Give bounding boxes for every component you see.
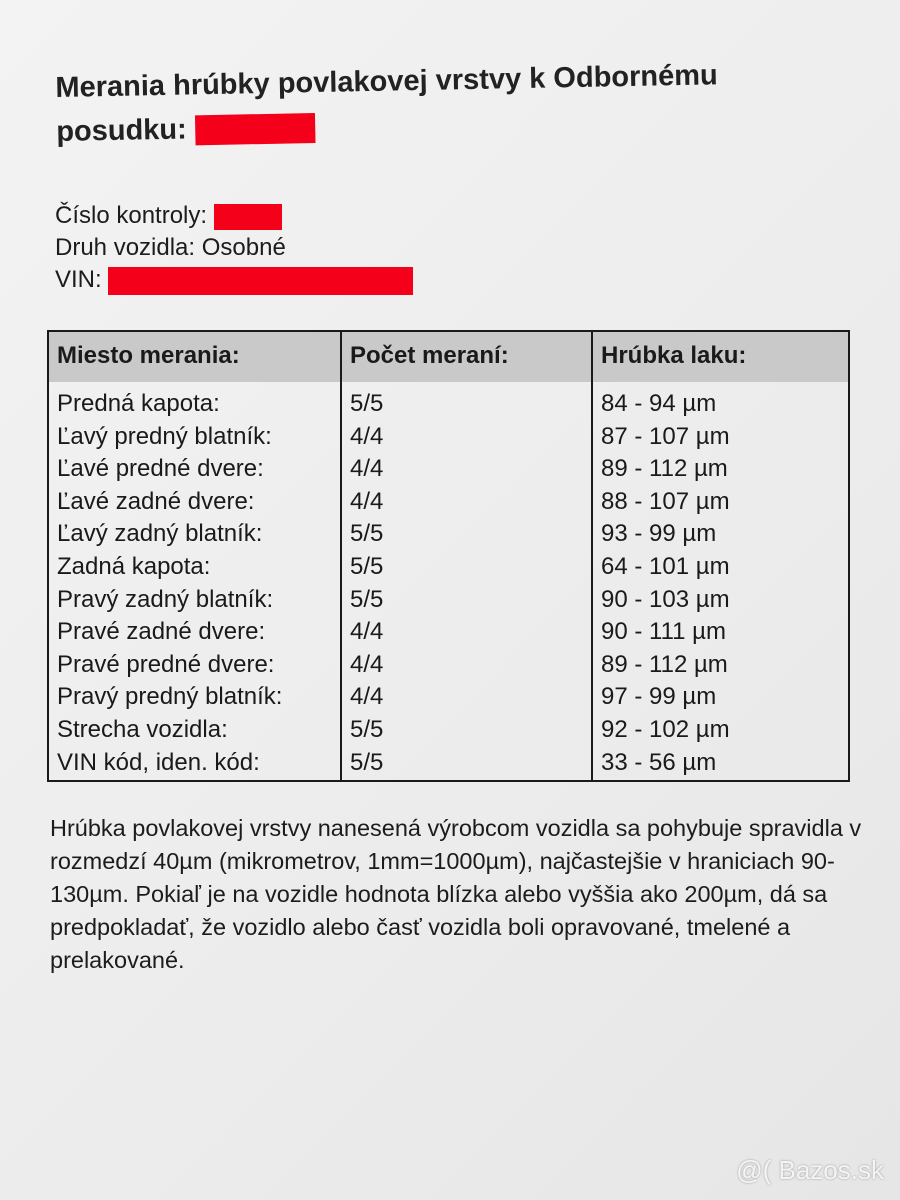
table-row: Zadná kapota: 5/5 64 - 101 µm [48, 550, 850, 584]
count-cell: 4/4 [341, 681, 593, 714]
thickness-cell: 90 - 111 µm [592, 616, 850, 649]
column-header: Hrúbka laku: [592, 331, 850, 382]
table-row: Ľavý predný blatník: 4/4 87 - 107 µm [48, 420, 850, 454]
table-row: Predná kapota: 5/5 84 - 94 µm [48, 382, 850, 421]
redaction-box [213, 203, 282, 230]
count-cell: 4/4 [341, 453, 593, 486]
thickness-cell: 89 - 112 µm [592, 648, 850, 682]
thickness-cell: 64 - 101 µm [592, 550, 850, 584]
watermark: @( Bazos.sk [736, 1155, 884, 1185]
table-row: Ľavý zadný blatník: 5/5 93 - 99 µm [48, 518, 850, 551]
table-row: Pravé zadné dvere: 4/4 90 - 111 µm [48, 616, 850, 649]
table-row: Ľavé zadné dvere: 4/4 88 - 107 µm [48, 485, 850, 519]
table-row: VIN kód, iden. kód: 5/5 33 - 56 µm [48, 746, 850, 780]
thickness-cell: 89 - 112 µm [592, 453, 850, 486]
count-cell: 4/4 [341, 648, 593, 682]
redaction-box [108, 266, 414, 295]
column-header: Počet meraní: [341, 331, 593, 382]
location-cell: Zadná kapota: [48, 550, 342, 584]
table-row: Pravý predný blatník: 4/4 97 - 99 µm [48, 681, 850, 714]
location-cell: Pravý zadný blatník: [48, 583, 342, 617]
count-cell: 4/4 [341, 616, 593, 649]
control-number: Číslo kontroly: [55, 200, 413, 232]
thickness-cell: 87 - 107 µm [592, 420, 850, 454]
thickness-cell: 84 - 94 µm [592, 382, 850, 421]
thickness-cell: 88 - 107 µm [592, 485, 850, 519]
document-title: Merania hrúbky povlakovej vrstvy k Odbor… [55, 50, 887, 154]
count-cell: 4/4 [341, 485, 593, 519]
table-row: Pravý zadný blatník: 5/5 90 - 103 µm [48, 583, 850, 617]
count-cell: 5/5 [341, 713, 593, 747]
count-cell: 5/5 [341, 518, 593, 551]
location-cell: Pravý predný blatník: [48, 681, 342, 714]
explanation-paragraph: Hrúbka povlakovej vrstvy nanesená výrobc… [50, 815, 862, 973]
column-header: Miesto merania: [48, 331, 342, 382]
count-cell: 5/5 [341, 550, 593, 584]
location-cell: Ľavý predný blatník: [48, 420, 342, 454]
location-cell: VIN kód, iden. kód: [48, 746, 342, 780]
thickness-cell: 97 - 99 µm [592, 681, 850, 714]
count-cell: 5/5 [341, 746, 593, 780]
vin: VIN: [55, 264, 414, 296]
location-cell: Ľavé predné dvere: [48, 453, 342, 486]
location-cell: Ľavé zadné dvere: [48, 485, 342, 519]
thickness-cell: 33 - 56 µm [592, 746, 850, 780]
thickness-cell: 92 - 102 µm [592, 713, 850, 747]
location-cell: Strecha vozidla: [48, 713, 342, 747]
vehicle-type: Druh vozidla: Osobné [55, 234, 286, 261]
count-cell: 4/4 [341, 420, 593, 454]
measurement-table: Miesto merania: Počet meraní: Hrúbka laku:… [47, 330, 850, 782]
count-cell: 5/5 [341, 382, 593, 421]
count-cell: 5/5 [341, 583, 593, 617]
location-cell: Pravé zadné dvere: [48, 616, 342, 649]
location-cell: Pravé predné dvere: [48, 648, 342, 682]
location-cell: Predná kapota: [48, 382, 342, 421]
table-row: Strecha vozidla: 5/5 92 - 102 µm [48, 713, 850, 747]
thickness-cell: 93 - 99 µm [592, 518, 850, 551]
redaction-box [194, 113, 316, 146]
thickness-cell: 90 - 103 µm [592, 583, 850, 617]
table-row: Ľavé predné dvere: 4/4 89 - 112 µm [48, 453, 850, 486]
vehicle-info: Číslo kontroly: Druh vozidla: Osobné VIN… [55, 200, 414, 296]
location-cell: Ľavý zadný blatník: [48, 518, 342, 551]
table-row: Pravé predné dvere: 4/4 89 - 112 µm [48, 648, 850, 682]
